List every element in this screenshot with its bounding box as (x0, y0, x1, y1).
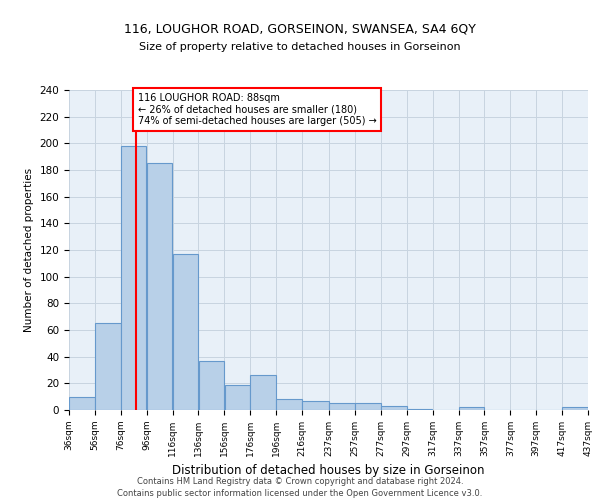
Bar (459, 408, 484, 410)
Bar (407, 408, 433, 410)
Text: 116 LOUGHOR ROAD: 88sqm
← 26% of detached houses are smaller (180)
74% of semi-d: 116 LOUGHOR ROAD: 88sqm ← 26% of detache… (137, 92, 376, 126)
Bar (199, 360, 224, 410)
Bar (562, 408, 588, 410)
X-axis label: Distribution of detached houses by size in Gorseinon: Distribution of detached houses by size … (172, 464, 485, 477)
Bar (302, 400, 329, 410)
Text: Size of property relative to detached houses in Gorseinon: Size of property relative to detached ho… (139, 42, 461, 52)
Bar (381, 406, 407, 410)
Text: 116, LOUGHOR ROAD, GORSEINON, SWANSEA, SA4 6QY: 116, LOUGHOR ROAD, GORSEINON, SWANSEA, S… (124, 22, 476, 36)
Bar (224, 384, 250, 410)
Bar (276, 400, 302, 410)
Bar (69, 396, 95, 410)
Text: Contains HM Land Registry data © Crown copyright and database right 2024.: Contains HM Land Registry data © Crown c… (137, 478, 463, 486)
Bar (173, 254, 198, 410)
Text: Contains public sector information licensed under the Open Government Licence v3: Contains public sector information licen… (118, 489, 482, 498)
Bar (95, 324, 121, 410)
Bar (329, 404, 355, 410)
Bar (147, 164, 172, 410)
Bar (250, 376, 276, 410)
Y-axis label: Number of detached properties: Number of detached properties (24, 168, 34, 332)
Bar (355, 404, 381, 410)
Bar (121, 146, 146, 410)
